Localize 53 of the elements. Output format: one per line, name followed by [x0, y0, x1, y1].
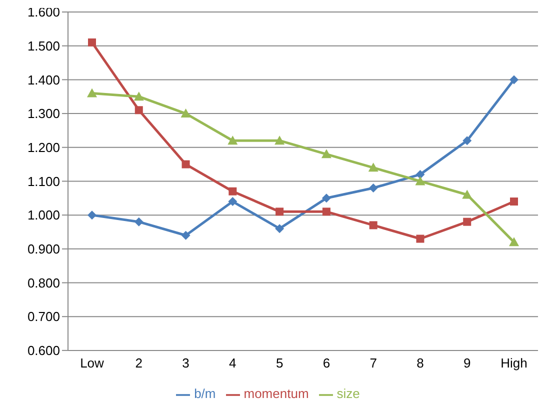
- y-tick-label: 1.300: [27, 106, 60, 122]
- x-tick-label: Low: [80, 356, 105, 371]
- point: [369, 221, 378, 230]
- point: [416, 234, 424, 243]
- point: [275, 224, 284, 234]
- point: [510, 75, 518, 84]
- point: [510, 198, 518, 206]
- point: [88, 38, 96, 46]
- y-tick-label: 1.000: [27, 208, 60, 223]
- x-tick-label: High: [500, 356, 528, 371]
- y-tick-label: 0.800: [27, 275, 60, 290]
- y-tick-label: 0.900: [27, 242, 60, 257]
- x-tick-label: 7: [370, 356, 377, 371]
- y-tick-label: 0.700: [27, 309, 60, 324]
- point: [181, 230, 190, 240]
- point: [134, 106, 143, 114]
- point: [321, 149, 332, 158]
- legend-label: size: [336, 386, 360, 402]
- point: [462, 136, 472, 146]
- point: [88, 210, 96, 220]
- point: [182, 160, 190, 168]
- point: [509, 237, 519, 246]
- y-tick-label: 1.200: [27, 140, 60, 155]
- point: [322, 194, 331, 203]
- point: [416, 170, 425, 179]
- point: [134, 217, 144, 226]
- point: [322, 208, 330, 216]
- x-tick-label: 5: [276, 356, 284, 371]
- point: [462, 190, 472, 199]
- x-tick-label: 2: [135, 356, 143, 371]
- point: [415, 176, 426, 186]
- x-tick-label: 8: [416, 356, 424, 371]
- y-tick-label: 0.600: [27, 343, 60, 358]
- point: [463, 218, 472, 226]
- legend-label: b/m: [194, 386, 216, 402]
- point: [368, 162, 378, 172]
- x-tick-label: 3: [182, 356, 190, 371]
- point: [228, 197, 238, 206]
- x-tick-label: 4: [229, 356, 236, 371]
- y-tick-label: 1.500: [27, 38, 60, 54]
- y-tick-label: 1.100: [27, 174, 60, 189]
- point: [274, 136, 285, 145]
- x-tick-label: 6: [322, 356, 330, 371]
- legend-label: momentum: [244, 386, 309, 402]
- point: [228, 187, 237, 196]
- x-tick-label: 9: [463, 356, 471, 371]
- point: [87, 88, 97, 98]
- point: [276, 208, 284, 216]
- point: [180, 108, 191, 118]
- point: [228, 136, 238, 145]
- y-tick-label: 1.400: [27, 72, 60, 88]
- point: [368, 183, 378, 192]
- point: [134, 92, 144, 101]
